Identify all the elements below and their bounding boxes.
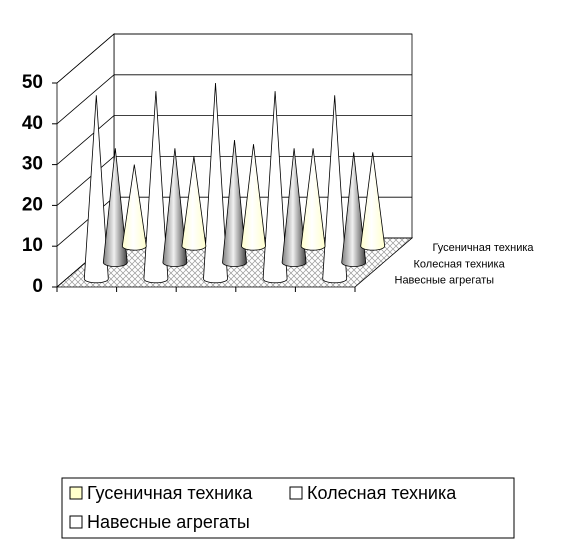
grid-line	[56, 33, 115, 84]
legend-label: Колесная техника	[307, 483, 457, 503]
cone	[203, 82, 228, 284]
legend-label: Гусеничная техника	[87, 483, 253, 503]
series-axis-label: Навесные агрегаты	[395, 275, 495, 287]
y-tick-label: 50	[22, 72, 43, 93]
legend	[61, 477, 515, 539]
cone	[222, 140, 247, 267]
grid-line	[56, 74, 115, 125]
y-tick-label: 30	[22, 154, 43, 175]
series-axis-label: Колесная техника	[414, 258, 506, 270]
cone	[300, 148, 326, 251]
y-tick-label: 20	[22, 194, 43, 215]
y-tick-label: 0	[32, 276, 43, 297]
cone	[83, 95, 109, 284]
y-tick-label: 40	[22, 113, 43, 134]
y-tick-label: 10	[22, 235, 43, 256]
cone	[143, 91, 169, 284]
legend-swatch	[69, 486, 83, 500]
cone	[322, 95, 348, 284]
cone	[341, 152, 367, 267]
legend-swatch	[289, 486, 303, 500]
grid-line	[56, 196, 115, 247]
cone	[102, 148, 128, 267]
cone	[241, 144, 266, 251]
cone	[121, 164, 147, 251]
cone	[360, 152, 386, 251]
series-axis-label: Гусеничная техника	[433, 242, 535, 254]
legend-swatch	[69, 515, 83, 529]
cone	[281, 148, 307, 267]
legend-label: Навесные агрегаты	[87, 512, 250, 532]
cone	[262, 91, 288, 284]
cone	[181, 156, 207, 251]
grid-line	[56, 115, 115, 165]
cone	[162, 148, 188, 267]
grid-line	[56, 156, 115, 206]
